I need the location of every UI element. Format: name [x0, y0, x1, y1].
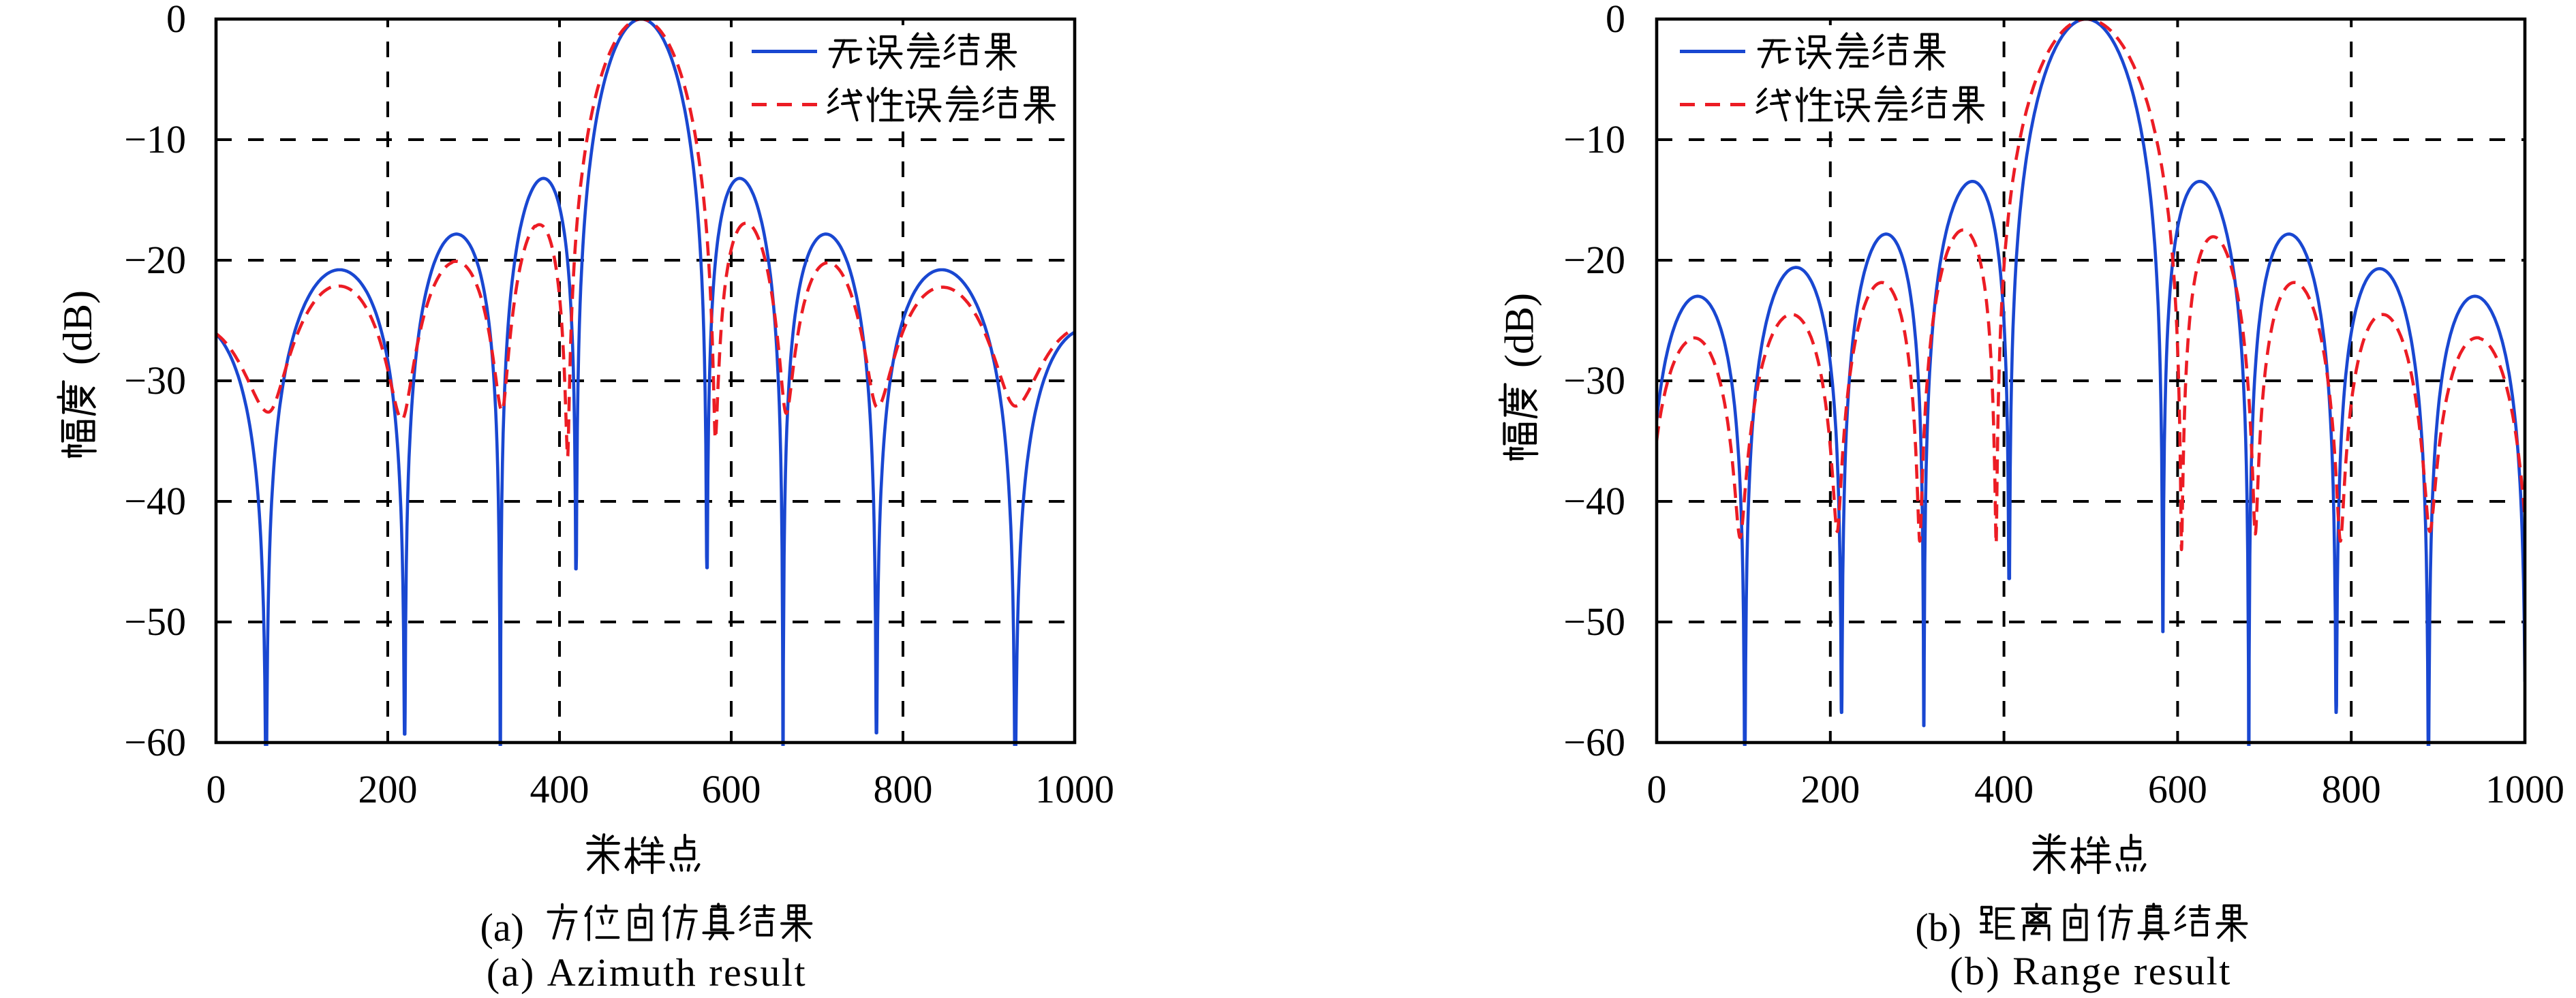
- svg-text:−60: −60: [124, 720, 186, 764]
- svg-text:0: 0: [166, 0, 186, 41]
- svg-text:1000: 1000: [2485, 767, 2564, 811]
- svg-text:−30: −30: [1563, 358, 1625, 403]
- svg-text:600: 600: [2148, 767, 2207, 811]
- svg-text:−20: −20: [124, 238, 186, 282]
- svg-text:800: 800: [874, 767, 933, 811]
- svg-text:(b): (b): [1915, 905, 1961, 950]
- svg-text:−40: −40: [1563, 479, 1625, 523]
- svg-text:(a) Azimuth result: (a) Azimuth result: [487, 950, 807, 995]
- svg-text:(dB): (dB): [55, 290, 100, 365]
- svg-text:0: 0: [206, 767, 226, 811]
- svg-text:600: 600: [702, 767, 761, 811]
- svg-text:200: 200: [1800, 767, 1860, 811]
- svg-text:−60: −60: [1563, 720, 1625, 764]
- svg-text:(b) Range result: (b) Range result: [1950, 949, 2232, 993]
- svg-text:−30: −30: [124, 358, 186, 403]
- svg-text:400: 400: [530, 767, 589, 811]
- svg-text:−20: −20: [1563, 238, 1625, 282]
- svg-text:−10: −10: [124, 117, 186, 161]
- svg-text:−50: −50: [124, 599, 186, 644]
- svg-text:−50: −50: [1563, 599, 1625, 644]
- svg-text:(dB): (dB): [1497, 293, 1542, 368]
- svg-text:(a): (a): [480, 905, 524, 950]
- svg-text:400: 400: [1974, 767, 2034, 811]
- svg-text:−40: −40: [124, 479, 186, 523]
- svg-text:−10: −10: [1563, 117, 1625, 161]
- svg-text:1000: 1000: [1035, 767, 1114, 811]
- svg-text:200: 200: [358, 767, 418, 811]
- svg-text:800: 800: [2322, 767, 2381, 811]
- svg-text:0: 0: [1647, 767, 1667, 811]
- svg-text:0: 0: [1606, 0, 1625, 41]
